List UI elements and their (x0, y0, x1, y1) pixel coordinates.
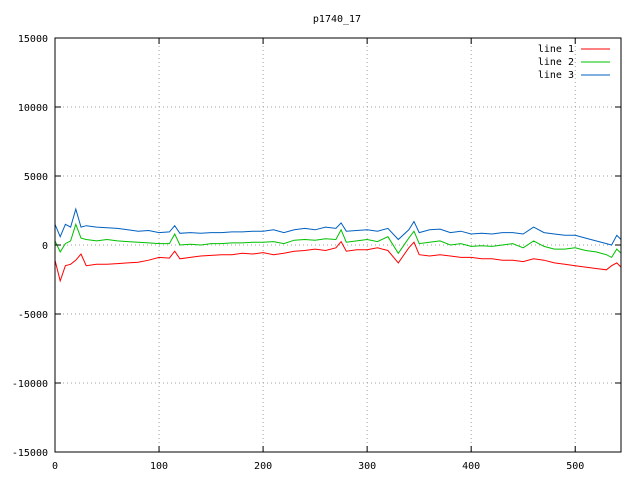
y-tick-label: -5000 (18, 310, 48, 321)
legend: line 1 line 2 line 3 (538, 44, 610, 81)
y-tick-label: 15000 (18, 34, 48, 45)
x-tick-label: 0 (52, 461, 58, 472)
chart-title: p1740_17 (313, 14, 361, 25)
y-tick-label: 0 (42, 241, 48, 252)
ticks-layer: 0 100 200 300 400 500 15000 10000 5000 0 -5000 -100… (12, 34, 621, 472)
y-tick-label: -15000 (12, 448, 48, 459)
legend-label: line 2 (538, 57, 574, 68)
x-tick-label: 200 (254, 461, 272, 472)
x-tick-label: 400 (462, 461, 480, 472)
series-line-3 (54, 207, 622, 246)
y-tick-label: 10000 (18, 103, 48, 114)
x-tick-label: 300 (358, 461, 376, 472)
grid-layer (55, 38, 621, 452)
x-tick-label: 100 (150, 461, 168, 472)
series-layer (54, 207, 622, 283)
series-line-2 (54, 222, 622, 259)
legend-label: line 3 (538, 70, 574, 81)
x-tick-label: 500 (566, 461, 584, 472)
series-line-1 (54, 240, 622, 283)
y-tick-label: 5000 (24, 172, 48, 183)
y-tick-label: -10000 (12, 379, 48, 390)
legend-label: line 1 (538, 44, 574, 55)
